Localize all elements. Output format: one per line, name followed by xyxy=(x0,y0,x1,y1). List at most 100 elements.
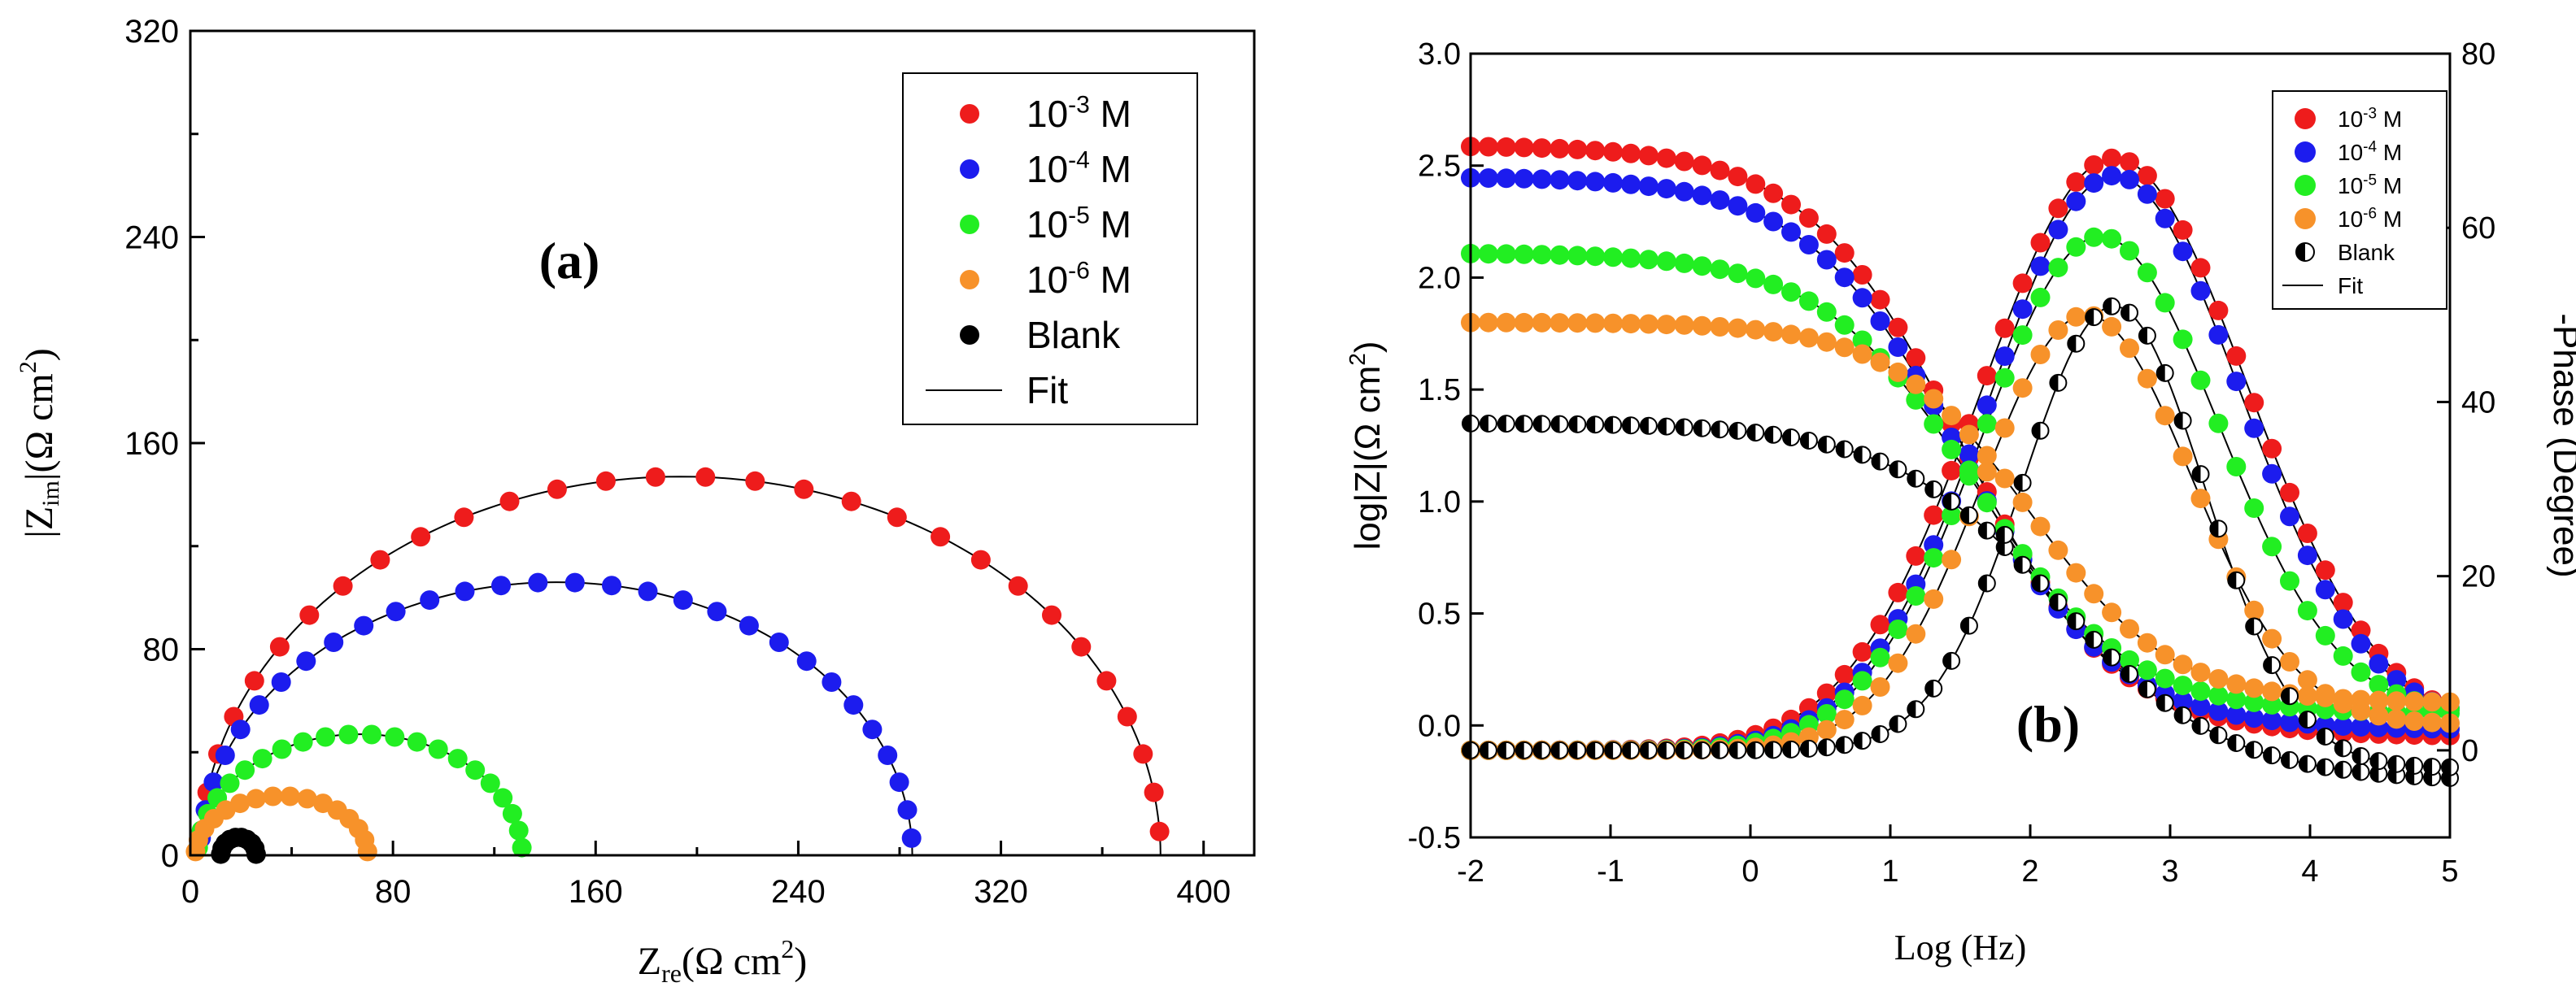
data-point xyxy=(411,527,431,547)
legend-marker xyxy=(2295,108,2316,129)
legend-label: 10-6 M xyxy=(1026,258,1131,301)
data-point xyxy=(2084,173,2104,193)
data-point xyxy=(794,479,814,499)
panel-a-y-axis-title: |Zim|(Ω cm2) xyxy=(15,348,64,538)
data-point xyxy=(2262,711,2282,731)
data-point xyxy=(841,491,861,511)
data-point xyxy=(1870,647,1890,667)
data-point xyxy=(2137,263,2157,283)
data-point xyxy=(1479,415,1497,433)
data-point xyxy=(2155,645,2175,665)
data-point xyxy=(1710,160,1730,180)
data-point xyxy=(1834,267,1855,288)
data-point xyxy=(1550,245,1570,265)
data-point xyxy=(1746,320,1766,340)
data-point xyxy=(2012,378,2033,398)
y-tick-label: 160 xyxy=(124,426,179,462)
data-point xyxy=(2085,308,2103,327)
legend-label: Fit xyxy=(2338,273,2363,298)
data-point xyxy=(2120,169,2139,189)
data-point xyxy=(2173,706,2192,724)
fit-line xyxy=(199,581,913,856)
data-point xyxy=(280,786,300,807)
data-point xyxy=(2084,227,2104,247)
data-point xyxy=(1638,314,1658,334)
data-point xyxy=(1977,414,1997,434)
data-point xyxy=(2315,560,2335,580)
y2-tick-label: 20 xyxy=(2461,560,2495,594)
data-point xyxy=(602,576,621,596)
data-point xyxy=(1888,317,1908,337)
data-point xyxy=(333,576,353,596)
data-point xyxy=(1657,741,1676,759)
data-point xyxy=(2030,256,2051,276)
data-point xyxy=(1478,244,1498,264)
data-point xyxy=(2244,692,2264,712)
data-point xyxy=(1746,268,1766,289)
data-point xyxy=(2155,668,2175,689)
x-tick-label: 160 xyxy=(569,874,623,910)
data-point xyxy=(2352,747,2370,765)
y-tick-label: 0 xyxy=(161,838,179,874)
data-point xyxy=(2316,758,2334,776)
data-point xyxy=(1888,362,1908,382)
data-point xyxy=(2351,701,2371,721)
data-point xyxy=(2120,338,2139,359)
x-tick-label: 4 xyxy=(2301,854,2318,889)
data-point xyxy=(1621,314,1641,334)
data-point xyxy=(2226,689,2247,710)
data-point xyxy=(1834,689,1855,710)
data-point xyxy=(1692,256,1712,276)
data-point xyxy=(1977,366,1997,386)
data-point xyxy=(1959,460,1979,480)
data-point xyxy=(2227,571,2246,589)
data-point xyxy=(297,789,317,809)
data-point xyxy=(1071,637,1092,657)
data-point xyxy=(386,602,406,622)
data-point xyxy=(1942,406,1962,426)
data-point xyxy=(2262,463,2282,484)
data-point xyxy=(1834,664,1855,685)
y-tick-label: 1.0 xyxy=(1418,485,1461,520)
y-tick-label: 320 xyxy=(124,14,179,50)
data-point xyxy=(2121,303,2138,322)
data-point xyxy=(2173,241,2193,262)
data-point xyxy=(1746,741,1765,759)
y-tick-label: 1.5 xyxy=(1418,373,1461,407)
data-point xyxy=(887,507,907,528)
data-point xyxy=(357,841,377,862)
data-point xyxy=(2012,299,2033,320)
data-point xyxy=(491,576,511,596)
data-point xyxy=(1692,155,1712,176)
data-point xyxy=(1532,741,1551,759)
data-point xyxy=(1798,328,1819,348)
data-point xyxy=(2262,438,2282,459)
data-point xyxy=(1639,741,1658,759)
data-point xyxy=(2333,693,2353,714)
data-point xyxy=(2422,692,2443,712)
data-point xyxy=(1942,506,1962,525)
data-point xyxy=(2173,329,2193,350)
data-point xyxy=(1906,348,1926,368)
data-point xyxy=(1674,315,1694,335)
data-point xyxy=(1622,416,1640,435)
data-point xyxy=(1746,174,1766,194)
data-point xyxy=(1604,741,1623,759)
data-point xyxy=(2351,620,2371,641)
data-point xyxy=(1693,419,1711,437)
x-tick-label: 240 xyxy=(771,874,826,910)
data-point xyxy=(1782,428,1800,446)
data-point xyxy=(2138,680,2156,698)
data-point xyxy=(2209,520,2228,538)
data-point xyxy=(2190,681,2211,702)
data-point xyxy=(2244,600,2264,620)
data-point xyxy=(1834,337,1855,358)
data-point xyxy=(1852,695,1872,715)
data-point xyxy=(2155,693,2174,712)
data-point xyxy=(2208,701,2229,721)
data-point xyxy=(1728,318,1748,338)
data-point xyxy=(1693,741,1711,759)
data-point xyxy=(2208,685,2229,706)
panel-a-legend-box xyxy=(902,72,1198,425)
data-point xyxy=(2190,663,2211,683)
